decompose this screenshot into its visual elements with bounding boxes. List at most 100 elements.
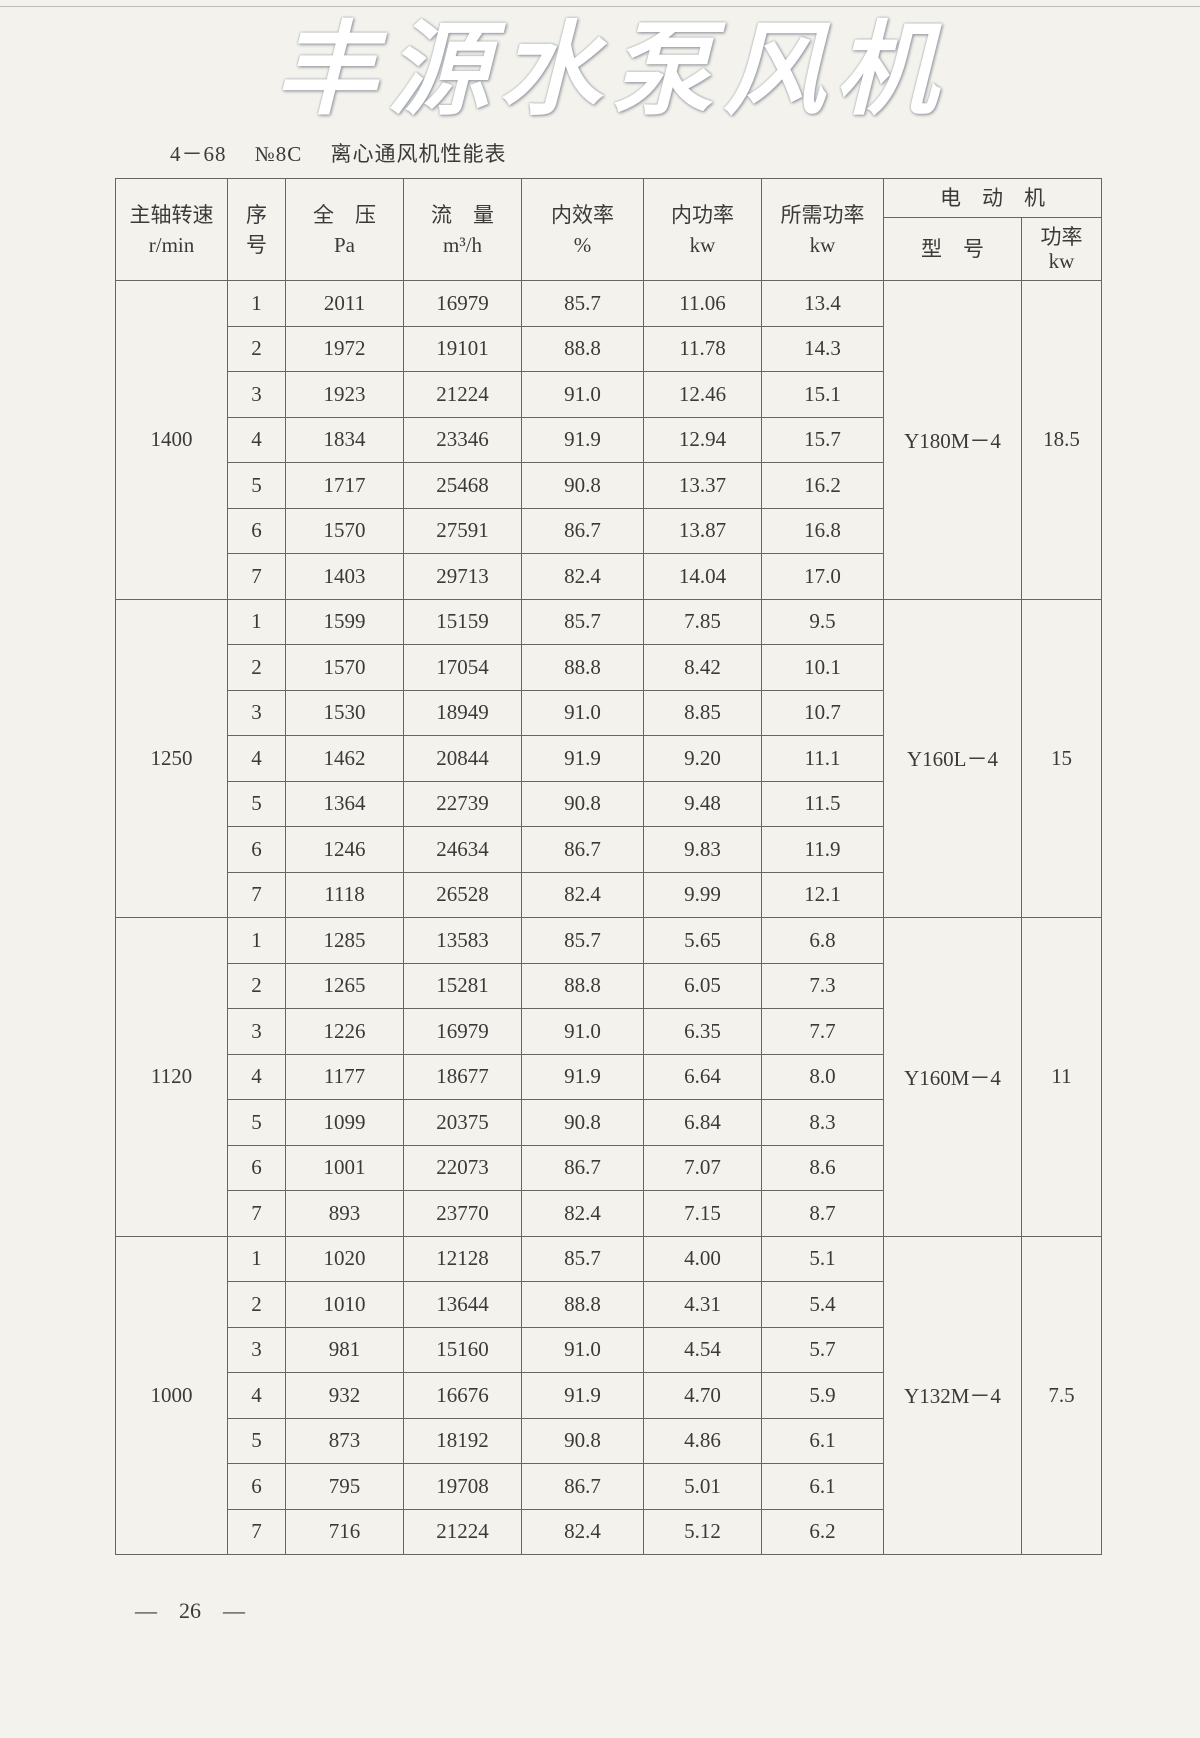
inner-power-cell: 5.01 — [643, 1463, 762, 1510]
flow-cell: 21224 — [403, 1508, 522, 1555]
required-power-cell: 8.3 — [761, 1099, 884, 1146]
efficiency-cell: 82.4 — [521, 1190, 644, 1237]
motor-type-cell: Y180M－4 — [883, 280, 1022, 600]
table-name: 离心通风机性能表 — [330, 142, 507, 166]
pressure-cell: 795 — [285, 1463, 404, 1510]
inner-power-cell: 4.54 — [643, 1326, 762, 1373]
efficiency-cell: 91.9 — [521, 1053, 644, 1100]
inner-power-cell: 11.78 — [643, 325, 762, 372]
inner-power-cell: 8.42 — [643, 644, 762, 691]
seq-cell: 1 — [227, 1235, 286, 1282]
seq-cell: 4 — [227, 1372, 286, 1419]
flow-cell: 20375 — [403, 1099, 522, 1146]
flow-cell: 29713 — [403, 553, 522, 600]
required-power-cell: 15.7 — [761, 416, 884, 463]
required-power-cell: 10.1 — [761, 644, 884, 691]
required-power-cell: 5.9 — [761, 1372, 884, 1419]
required-power-cell: 7.7 — [761, 1008, 884, 1055]
table-row: 5 1364 22739 90.8 9.48 11.5 — [116, 780, 1102, 827]
required-power-cell: 12.1 — [761, 871, 884, 918]
efficiency-cell: 82.4 — [521, 1508, 644, 1555]
seq-cell: 7 — [227, 553, 286, 600]
pressure-cell: 1570 — [285, 644, 404, 691]
inner-power-cell: 12.46 — [643, 371, 762, 418]
seq-cell: 2 — [227, 962, 286, 1009]
inner-power-cell: 13.87 — [643, 507, 762, 554]
flow-cell: 25468 — [403, 462, 522, 509]
efficiency-cell: 91.0 — [521, 1326, 644, 1373]
motor-power-cell: 11 — [1021, 917, 1102, 1237]
flow-cell: 15281 — [403, 962, 522, 1009]
pressure-cell: 1020 — [285, 1235, 404, 1282]
seq-cell: 1 — [227, 598, 286, 645]
seq-cell: 1 — [227, 917, 286, 964]
efficiency-cell: 90.8 — [521, 780, 644, 827]
flow-cell: 16676 — [403, 1372, 522, 1419]
seq-cell: 3 — [227, 1008, 286, 1055]
inner-power-cell: 6.64 — [643, 1053, 762, 1100]
required-power-cell: 16.8 — [761, 507, 884, 554]
inner-power-cell: 4.70 — [643, 1372, 762, 1419]
efficiency-cell: 86.7 — [521, 507, 644, 554]
required-power-cell: 11.9 — [761, 826, 884, 873]
table-row: 7 1403 29713 82.4 14.04 17.0 — [116, 553, 1102, 600]
table-row: 7 893 23770 82.4 7.15 8.7 — [116, 1190, 1102, 1237]
required-power-cell: 17.0 — [761, 553, 884, 600]
flow-cell: 22073 — [403, 1144, 522, 1191]
inner-power-cell: 11.06 — [643, 280, 762, 327]
page-edge-line — [0, 6, 1200, 7]
pressure-cell: 1285 — [285, 917, 404, 964]
table-title: 4－68 №8C 离心通风机性能表 — [170, 140, 529, 168]
table-row: 1250 1 1599 15159 85.7 7.85 9.5 Y160L－4 15 — [115, 598, 1102, 918]
seq-cell: 3 — [227, 689, 286, 736]
pressure-cell: 1246 — [285, 826, 404, 873]
inner-power-cell: 4.86 — [643, 1417, 762, 1464]
pressure-cell: 1010 — [285, 1281, 404, 1328]
inner-power-cell: 7.15 — [643, 1190, 762, 1237]
table-row: 1120 1 1285 13583 85.7 5.65 6.8 Y160M－4 11 — [115, 917, 1102, 1237]
speed-cell: 1120 — [115, 917, 228, 1237]
motor-power-cell: 7.5 — [1021, 1235, 1102, 1555]
required-power-cell: 7.3 — [761, 962, 884, 1009]
inner-power-cell: 12.94 — [643, 416, 762, 463]
efficiency-cell: 91.9 — [521, 416, 644, 463]
inner-power-cell: 14.04 — [643, 553, 762, 600]
required-power-cell: 14.3 — [761, 325, 884, 372]
seq-cell: 5 — [227, 1099, 286, 1146]
flow-cell: 19101 — [403, 325, 522, 372]
header-seq: 序号 — [227, 178, 286, 281]
seq-cell: 4 — [227, 416, 286, 463]
flow-cell: 18192 — [403, 1417, 522, 1464]
efficiency-cell: 91.0 — [521, 689, 644, 736]
performance-table: 主轴转速 r/min 序号 全 压 Pa 流 量 m³/h 内效率% 内功率 kw 所需… — [115, 178, 1102, 1555]
efficiency-cell: 86.7 — [521, 1144, 644, 1191]
efficiency-cell: 82.4 — [521, 553, 644, 600]
motor-type-cell: Y160M－4 — [883, 917, 1022, 1237]
flow-cell: 16979 — [403, 1008, 522, 1055]
seq-cell: 2 — [227, 644, 286, 691]
flow-cell: 24634 — [403, 826, 522, 873]
required-power-cell: 6.1 — [761, 1463, 884, 1510]
flow-cell: 15160 — [403, 1326, 522, 1373]
required-power-cell: 11.5 — [761, 780, 884, 827]
pressure-cell: 1717 — [285, 462, 404, 509]
required-power-cell: 13.4 — [761, 280, 884, 327]
table-row: 7 1118 26528 82.4 9.99 12.1 — [116, 871, 1102, 918]
watermark: 丰源水泵风机 — [275, 10, 947, 130]
seq-cell: 4 — [227, 735, 286, 782]
flow-cell: 19708 — [403, 1463, 522, 1510]
table-row: 2 1265 15281 88.8 6.05 7.3 — [116, 962, 1102, 1009]
seq-cell: 6 — [227, 1144, 286, 1191]
pressure-cell: 932 — [285, 1372, 404, 1419]
pressure-cell: 1403 — [285, 553, 404, 600]
efficiency-cell: 91.9 — [521, 735, 644, 782]
efficiency-cell: 86.7 — [521, 826, 644, 873]
table-row: 5 873 18192 90.8 4.86 6.1 — [116, 1417, 1102, 1464]
inner-power-cell: 9.48 — [643, 780, 762, 827]
flow-cell: 13644 — [403, 1281, 522, 1328]
page-number: — 26 — — [135, 1598, 246, 1623]
efficiency-cell: 82.4 — [521, 871, 644, 918]
flow-cell: 16979 — [403, 280, 522, 327]
table-row: 2 1570 17054 88.8 8.42 10.1 — [116, 644, 1102, 691]
efficiency-cell: 88.8 — [521, 644, 644, 691]
